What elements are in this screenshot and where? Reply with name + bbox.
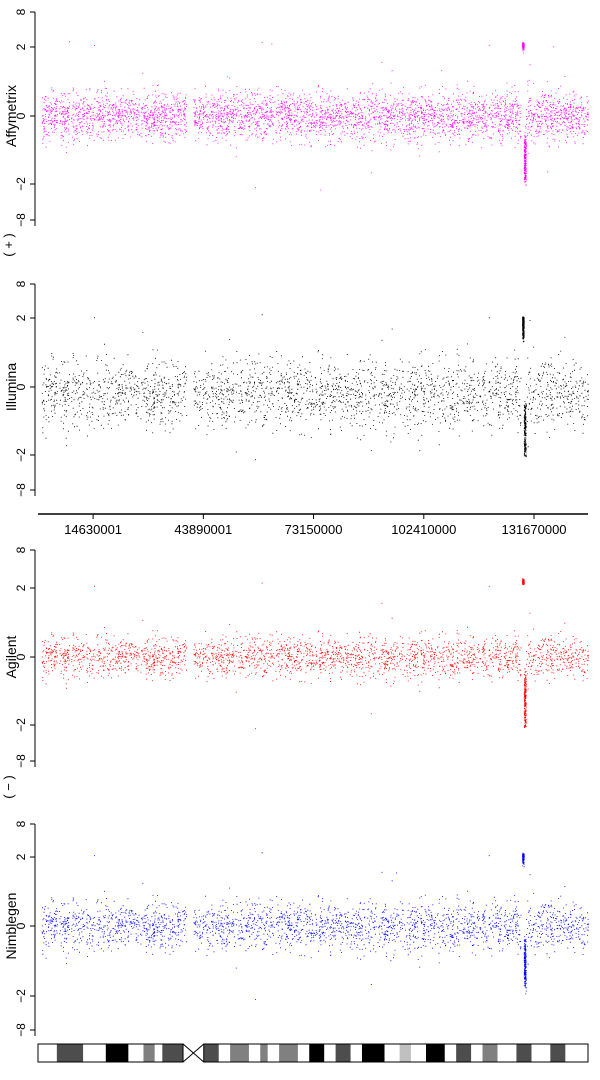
ideogram-band <box>230 1044 249 1062</box>
y-tick-label: 2 <box>14 584 28 591</box>
y-tick-label: −2 <box>14 718 28 732</box>
ideogram-band <box>279 1044 298 1062</box>
ideogram-band <box>309 1044 325 1062</box>
chromosome-ideogram <box>37 1043 589 1063</box>
y-tick-label: 0 <box>14 383 28 390</box>
ideogram-band <box>516 1044 532 1062</box>
ideogram-band <box>248 1044 261 1062</box>
y-tick-label: −8 <box>14 213 28 227</box>
strand-labels: ( + ) ( − ) <box>1 233 16 798</box>
y-tick-label: 2 <box>14 43 28 50</box>
ideogram-band <box>361 1044 385 1062</box>
y-tick-label: 8 <box>14 820 28 827</box>
y-tick-label: −8 <box>14 754 28 768</box>
panel-ylabel: Agilent <box>3 635 19 678</box>
y-tick-label: −8 <box>14 1023 28 1037</box>
ideogram-band <box>410 1044 427 1062</box>
strand-label-plus: ( + ) <box>1 233 16 256</box>
ideogram-band <box>497 1044 517 1062</box>
x-tick-label: 102410000 <box>391 522 456 537</box>
panel-nimblegen: 8 2 0 −2 −8 Nimblegen <box>3 820 589 1037</box>
ideogram-band <box>260 1044 268 1062</box>
ideogram-band <box>218 1044 231 1062</box>
ideogram-band <box>531 1044 551 1062</box>
y-tick-label: 0 <box>14 922 28 929</box>
ideogram-outline <box>37 1043 184 1063</box>
ideogram-band <box>128 1044 144 1062</box>
ideogram-band <box>426 1044 445 1062</box>
y-tick-label: 8 <box>14 280 28 287</box>
ideogram-band <box>83 1044 106 1062</box>
ideogram-outline <box>203 1043 589 1063</box>
x-tick-label: 14630001 <box>64 522 122 537</box>
y-tick-label: 2 <box>14 853 28 860</box>
ideogram-band <box>324 1044 336 1062</box>
panels-group: 8 2 0 −2 −8 Affymetrix 8 2 0 −2 −8 Illumina 8 2 0 −2 −8 A… <box>3 8 589 1037</box>
ideogram-band <box>297 1044 310 1062</box>
x-tick-label: 73150000 <box>285 522 343 537</box>
ideogram-band <box>350 1044 362 1062</box>
ideogram-band <box>105 1044 129 1062</box>
ideogram-band <box>384 1044 400 1062</box>
panel-agilent: 8 2 0 −2 −8 Agilent <box>3 546 589 768</box>
ideogram-band <box>550 1044 566 1062</box>
x-tick-label: 43890001 <box>174 522 232 537</box>
ideogram-band <box>399 1044 411 1062</box>
ideogram-band <box>56 1044 84 1062</box>
y-tick-label: −8 <box>14 483 28 497</box>
ideogram-band <box>143 1044 155 1062</box>
x-tick-label: 131670000 <box>501 522 566 537</box>
panel-ylabel: Illumina <box>3 363 19 411</box>
ideogram-band <box>154 1044 163 1062</box>
data-points-nimblegen <box>41 852 589 1000</box>
y-tick-label: −2 <box>14 177 28 191</box>
ideogram-band <box>456 1044 472 1062</box>
ideogram-band <box>162 1044 184 1062</box>
ideogram-band <box>482 1044 498 1062</box>
panel-ylabel: Nimblegen <box>3 893 19 960</box>
ideogram-centromere <box>182 1043 205 1063</box>
y-tick-label: 8 <box>14 8 28 15</box>
ideogram-band <box>444 1044 457 1062</box>
data-points-affymetrix <box>41 41 589 191</box>
y-tick-label: 8 <box>14 546 28 553</box>
panel-ylabel: Affymetrix <box>3 85 19 147</box>
ideogram-band <box>203 1044 219 1062</box>
strand-label-minus: ( − ) <box>1 775 16 798</box>
ideogram-band <box>38 1044 57 1062</box>
ideogram-band <box>565 1044 588 1062</box>
y-tick-label: −2 <box>14 448 28 462</box>
ideogram-band <box>267 1044 280 1062</box>
ideogram-band <box>335 1044 351 1062</box>
panel-illumina: 8 2 0 −2 −8 Illumina <box>3 280 589 497</box>
data-points-illumina <box>41 314 589 461</box>
ideogram-band <box>471 1044 483 1062</box>
y-tick-label: 0 <box>14 653 28 660</box>
data-points-agilent <box>41 578 589 730</box>
y-tick-label: 0 <box>14 112 28 119</box>
x-axis: 14630001 43890001 73150000 102410000 1316700… <box>38 513 588 537</box>
y-tick-label: 2 <box>14 314 28 321</box>
panel-affymetrix: 8 2 0 −2 −8 Affymetrix <box>3 8 589 227</box>
y-tick-label: −2 <box>14 989 28 1003</box>
